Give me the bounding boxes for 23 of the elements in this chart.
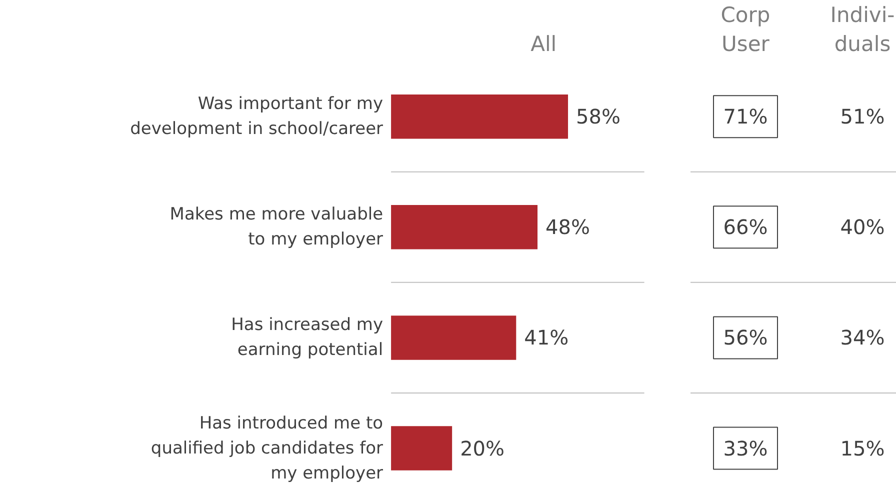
text: Corp User — [720, 2, 770, 56]
text: 56% — [723, 326, 768, 350]
text: 33% — [723, 436, 768, 460]
text: 34% — [840, 326, 885, 350]
bar — [391, 94, 568, 139]
category-label: Was important for my development in school/career — [130, 94, 384, 140]
text: Indivi- duals — [830, 2, 895, 56]
text: 71% — [723, 104, 768, 129]
bar — [391, 205, 538, 250]
category-label: Has introduced me to qualified job candidates for my employer — [150, 413, 384, 484]
data-label: 58% — [576, 104, 620, 129]
text: 15% — [840, 436, 885, 460]
category-label: Makes me more valuable to my employer — [170, 204, 384, 250]
data-label: 41% — [524, 326, 569, 350]
data-label: 48% — [546, 215, 590, 240]
category-label: Has increased my earning potential — [231, 315, 384, 360]
series-label: All — [530, 32, 557, 56]
text: 40% — [840, 215, 885, 240]
bar — [391, 426, 452, 470]
text: 51% — [840, 104, 885, 129]
text: 66% — [723, 215, 768, 240]
bar — [391, 316, 516, 360]
data-label: 20% — [460, 436, 505, 460]
